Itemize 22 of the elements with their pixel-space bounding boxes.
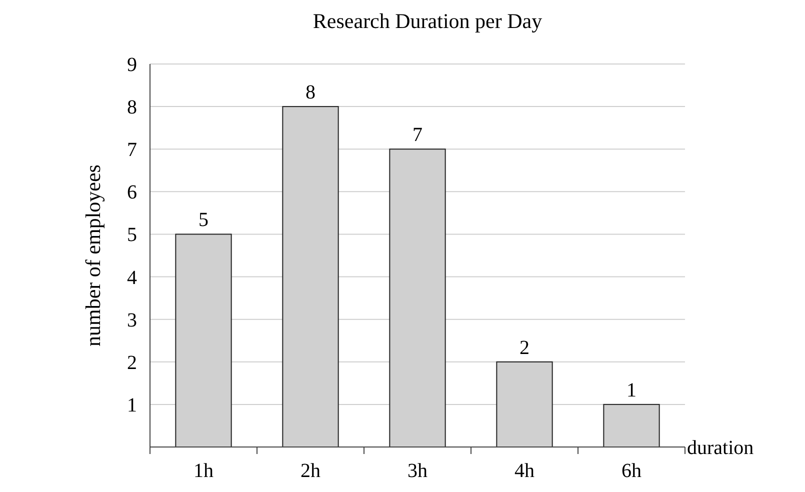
x-tick-label: 3h: [408, 460, 428, 482]
y-tick-label: 5: [127, 224, 137, 246]
x-tick-label: 6h: [622, 460, 642, 482]
x-tick-label: 1h: [194, 460, 214, 482]
y-tick-label: 8: [127, 96, 137, 119]
data-label: 2: [520, 336, 530, 359]
y-tick-label: 2: [127, 352, 137, 374]
y-tick-label: 6: [127, 182, 137, 204]
data-label: 5: [198, 209, 208, 232]
data-label: 1: [626, 379, 636, 402]
x-axis-title: duration: [687, 437, 754, 459]
x-tick-label: 4h: [514, 460, 534, 482]
data-label: 7: [412, 124, 422, 146]
y-tick-label: 9: [127, 54, 137, 76]
y-tick-label: 4: [127, 266, 137, 289]
x-tick-label: 2h: [300, 460, 320, 482]
y-tick-label: 1: [127, 394, 137, 416]
y-axis-title: number of employees: [81, 164, 105, 346]
y-tick-label: 3: [127, 309, 137, 332]
data-label: 8: [306, 82, 316, 104]
chart-title: Research Duration per Day: [312, 9, 543, 33]
y-tick-label: 7: [127, 139, 137, 162]
